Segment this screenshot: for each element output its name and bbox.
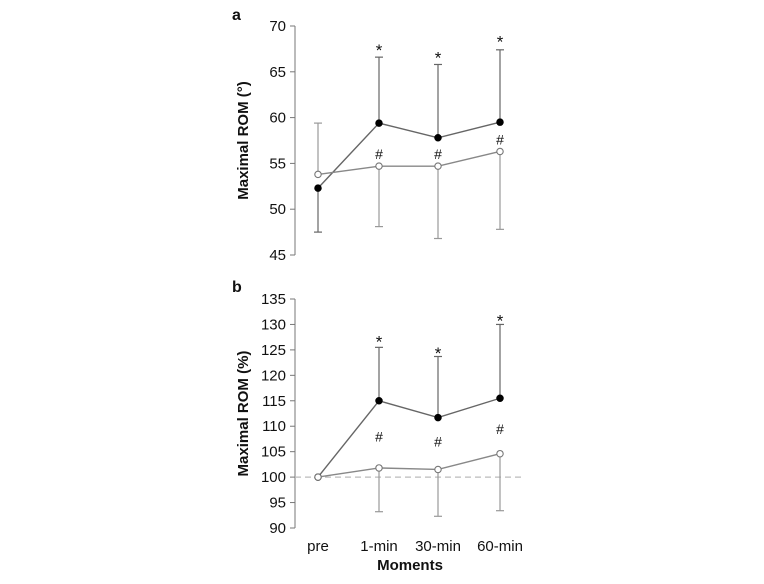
x-category-label: 60-min [477, 538, 523, 555]
significance-star: * [497, 33, 504, 52]
significance-star: * [497, 311, 504, 330]
y-tick-label: 130 [261, 316, 286, 333]
data-point-series-2 [434, 162, 442, 170]
y-tick-label: 105 [261, 444, 286, 461]
significance-hash: # [375, 146, 383, 162]
y-tick-label: 60 [269, 110, 286, 127]
y-tick-label: 115 [262, 393, 286, 410]
significance-hash: # [375, 428, 383, 444]
x-axis-label: Moments [377, 557, 443, 574]
data-point-series-1 [434, 134, 442, 142]
data-point-series-1 [434, 413, 442, 422]
data-point-series-1 [314, 184, 322, 192]
data-point-series-2 [496, 449, 504, 458]
y-tick-label: 55 [269, 155, 286, 172]
panel-letter: a [232, 7, 241, 24]
data-point-series-1 [496, 118, 504, 126]
y-tick-label: 65 [269, 64, 286, 81]
x-category-label: pre [307, 538, 329, 555]
y-tick-label: 110 [262, 418, 286, 435]
y-tick-label: 90 [269, 520, 286, 537]
y-tick-label: 120 [261, 367, 286, 384]
significance-star: * [376, 41, 383, 60]
y-tick-label: 100 [261, 469, 286, 486]
significance-hash: # [496, 421, 504, 437]
series-line-1 [317, 397, 501, 478]
significance-hash: # [496, 132, 504, 148]
data-point-series-2 [314, 473, 322, 481]
y-tick-label: 45 [269, 247, 286, 264]
data-point-series-2 [496, 147, 504, 156]
data-point-series-2 [375, 162, 383, 170]
y-axis-label: Maximal ROM (°) [235, 81, 252, 200]
series-line-1 [317, 121, 501, 189]
significance-hash: # [434, 146, 442, 162]
significance-star: * [376, 333, 383, 352]
significance-star: * [435, 48, 442, 67]
data-point-series-2 [314, 170, 322, 179]
y-tick-label: 50 [269, 201, 286, 218]
x-category-label: 30-min [415, 538, 461, 555]
y-tick-label: 70 [269, 18, 286, 35]
significance-hash: # [434, 433, 442, 449]
series-line-2 [317, 150, 501, 176]
data-point-series-2 [434, 465, 442, 474]
panel-a: a 45 50 55 60 65 70 Maximal ROM (°) * * * # # # [232, 7, 504, 264]
y-tick-label: 125 [261, 342, 286, 359]
y-tick-label: 135 [261, 291, 286, 308]
y-tick-label: 95 [269, 495, 286, 512]
data-point-series-1 [375, 119, 383, 127]
y-axis-label: Maximal ROM (%) [235, 351, 252, 477]
significance-star: * [435, 344, 442, 363]
series-line-2 [317, 453, 501, 478]
data-point-series-2 [375, 464, 383, 472]
data-point-series-1 [496, 394, 504, 402]
panel-b: b 90 95 100 105 110 115 120 125 130 135 Maximal ROM… [232, 279, 525, 574]
panel-letter: b [232, 279, 242, 296]
x-category-label: 1-min [360, 538, 398, 555]
data-point-series-1 [375, 397, 383, 405]
